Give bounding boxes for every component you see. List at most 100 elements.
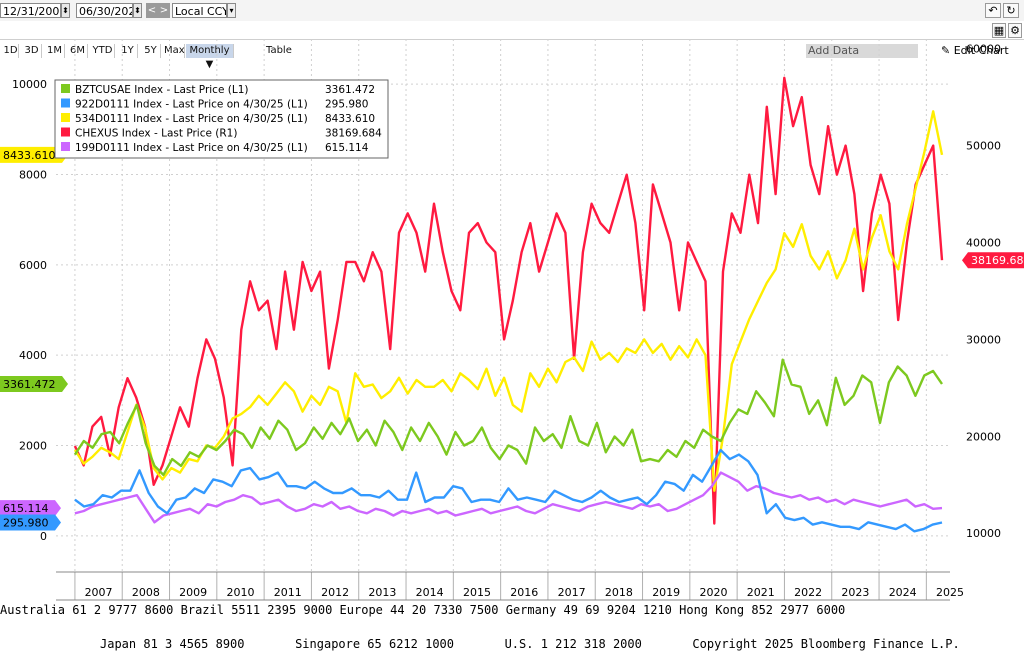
legend-value: 295.980	[325, 99, 368, 111]
axes: 0 2000 4000 6000 8000 10000 10000 20000 30000 400…	[12, 43, 1001, 601]
value-tag: 3361.472	[0, 376, 68, 393]
left-axis-tick-label: 6000	[19, 259, 47, 272]
x-axis-tick-label: 2017	[558, 586, 586, 599]
x-axis-tick-label: 2021	[747, 586, 775, 599]
x-axis-tick-label: 2012	[321, 586, 349, 599]
x-axis-tick-label: 2018	[605, 586, 633, 599]
value-tag-label: 615.114	[3, 502, 49, 515]
x-axis-tick-label: 2016	[510, 586, 538, 599]
value-tag: 38169.684	[962, 252, 1024, 269]
refresh-icon[interactable]: ↻	[1003, 3, 1019, 18]
x-axis-tick-label: 2023	[841, 586, 869, 599]
value-tag-shape	[0, 514, 61, 531]
period-5y[interactable]: 5Y	[141, 44, 161, 58]
legend-label: BZTCUSAE Index - Last Price (L1)	[75, 84, 248, 96]
left-axis-tick-label: 4000	[19, 349, 47, 362]
value-tag-shape	[962, 252, 1024, 269]
legend: BZTCUSAE Index - Last Price (L1) 3361.472…	[54, 79, 389, 159]
value-tag-label: 8433.610	[3, 149, 56, 162]
value-tag-label: 295.980	[3, 516, 49, 529]
pencil-icon: ✎	[941, 44, 951, 57]
x-axis-tick-label: 2007	[85, 586, 113, 599]
frequency-select[interactable]: Monthly ▼	[186, 44, 234, 70]
period-1d[interactable]: 1D	[3, 44, 19, 58]
x-axis-tick-label: 2015	[463, 586, 491, 599]
period-1m[interactable]: 1M	[45, 44, 65, 58]
x-axis-tick-label: 2024	[889, 586, 917, 599]
edit-chart-button[interactable]: ✎ Edit Chart	[941, 44, 1009, 58]
value-tag: 615.114	[0, 500, 61, 517]
end-date-spinner[interactable]: ⬍	[133, 3, 142, 18]
edit-chart-label: Edit Chart	[953, 44, 1009, 57]
value-tag-label: 3361.472	[3, 378, 56, 391]
left-axis-tick-label: 10000	[12, 78, 47, 91]
legend-value: 615.114	[325, 142, 369, 154]
settings-icon[interactable]: ⚙	[1008, 23, 1022, 38]
start-date-field[interactable]: 12/31/2006	[0, 3, 61, 18]
add-data-input[interactable]: Add Data	[806, 44, 918, 58]
period-max[interactable]: Max	[164, 44, 185, 58]
table-button[interactable]: Table	[266, 45, 292, 56]
x-axis-tick-label: 2019	[652, 586, 680, 599]
x-axis-tick-label: 2011	[274, 586, 302, 599]
start-date-spinner[interactable]: ⬍	[61, 3, 70, 18]
x-axis-tick-label: 2010	[226, 586, 254, 599]
currency-select[interactable]: Local CCY	[172, 3, 227, 18]
period-3d[interactable]: 3D	[22, 44, 42, 58]
left-axis-tick-label: 8000	[19, 169, 47, 182]
series-line	[74, 448, 943, 533]
period-toolbar: 1D 3D 1M 6M YTD 1Y 5Y Max Monthly ▼ Tabl…	[0, 21, 1024, 70]
series-line	[73, 110, 944, 492]
x-axis-tick-label: 2008	[132, 586, 160, 599]
left-axis-tick-label: 0	[40, 530, 47, 543]
price-chart: 0 2000 4000 6000 8000 10000 10000 20000 30000 400…	[0, 39, 1024, 601]
value-tag-label: 38169.684	[971, 254, 1024, 267]
right-axis-tick-label: 60000	[966, 43, 1001, 56]
value-tag-shape	[0, 146, 68, 163]
footer-contacts-line-2: Japan 81 3 4565 8900 Singapore 65 6212 1…	[100, 637, 960, 651]
period-ytd[interactable]: YTD	[91, 44, 115, 58]
legend-swatch	[61, 84, 70, 93]
layout-icon[interactable]: ▦	[992, 23, 1006, 38]
top-toolbar: 12/31/2006 ⬍ 06/30/2025 ⬍ < > Local CCY …	[0, 0, 1024, 22]
end-date-field[interactable]: 06/30/2025	[76, 3, 133, 18]
legend-swatch	[61, 127, 70, 137]
legend-value: 8433.610	[325, 113, 375, 125]
right-axis-tick-label: 50000	[966, 140, 1001, 153]
legend-label: 199D0111 Index - Last Price on 4/30/25 (…	[75, 142, 308, 154]
left-axis-tick-label: 2000	[19, 440, 47, 453]
series-lines	[73, 76, 944, 533]
x-axis-tick-label: 2022	[794, 586, 822, 599]
legend-swatch	[61, 142, 70, 151]
legend-value: 3361.472	[325, 84, 375, 96]
legend-value: 38169.684	[325, 128, 382, 140]
series-line	[73, 358, 943, 477]
series-line	[73, 76, 944, 525]
legend-label: CHEXUS Index - Last Price (R1)	[75, 128, 237, 140]
currency-dropdown-icon[interactable]: ▾	[227, 3, 236, 18]
x-axis-tick-label: 2014	[416, 586, 444, 599]
x-axis-tick-label: 2025	[936, 586, 964, 599]
period-1y[interactable]: 1Y	[118, 44, 138, 58]
x-axis-tick-label: 2009	[179, 586, 207, 599]
legend-swatch	[61, 98, 70, 108]
prev-arrow-icon[interactable]: <	[146, 3, 158, 18]
value-tag: 8433.610	[0, 146, 68, 163]
value-tag-shape	[0, 500, 61, 517]
next-arrow-icon[interactable]: >	[158, 3, 170, 18]
undo-icon[interactable]: ↶	[985, 3, 1001, 18]
x-axis-tick-label: 2020	[699, 586, 727, 599]
period-6m[interactable]: 6M	[68, 44, 88, 58]
legend-box	[54, 79, 389, 159]
right-axis-tick-label: 30000	[966, 333, 1001, 346]
right-axis-tick-label: 40000	[966, 237, 1001, 250]
value-tag-shape	[0, 376, 68, 393]
legend-label: 922D0111 Index - Last Price on 4/30/25 (…	[75, 99, 308, 111]
right-axis-tick-label: 10000	[966, 527, 1001, 540]
legend-label: 534D0111 Index - Last Price on 4/30/25 (…	[75, 113, 308, 125]
value-tag: 295.980	[0, 514, 61, 531]
right-axis-tick-label: 20000	[966, 430, 1001, 443]
series-line	[74, 471, 943, 524]
x-axis-tick-label: 2013	[368, 586, 396, 599]
